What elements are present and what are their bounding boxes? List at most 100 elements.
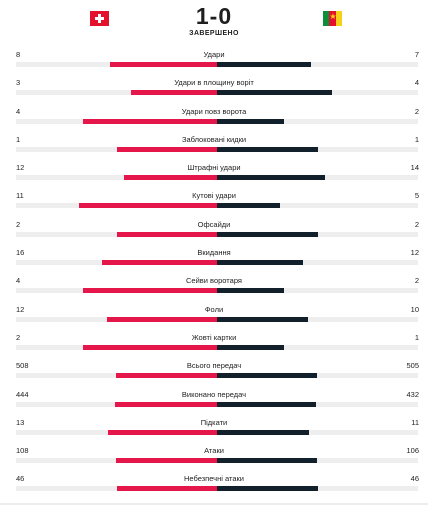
stat-home-value: 11	[16, 191, 24, 201]
stat-label: Вкидання	[197, 248, 231, 258]
away-bar-fill	[217, 486, 318, 492]
stat-away-value: 1	[414, 134, 419, 144]
stat-home-value: 12	[16, 304, 25, 314]
home-bar-track	[16, 203, 217, 209]
stat-away-value: 432	[406, 389, 419, 399]
away-bar-fill	[217, 373, 318, 379]
home-bar-fill	[116, 231, 217, 237]
stat-label: Удари	[203, 50, 225, 59]
away-bar-track	[217, 62, 418, 67]
stat-away-value: 106	[406, 446, 419, 456]
away-bar-track	[217, 118, 418, 124]
home-bar-fill	[115, 401, 217, 407]
stat-away-value: 505	[406, 361, 419, 371]
stat-home-value: 4	[16, 276, 21, 286]
stat-label: Всього передач	[186, 361, 242, 371]
home-bar-fill	[108, 429, 217, 435]
home-bar-fill	[115, 458, 217, 464]
away-bar-track	[217, 458, 418, 464]
stat-label: Заблоковані кидки	[181, 134, 247, 144]
stat-away-value: 11	[411, 417, 419, 427]
home-bar-fill	[116, 486, 217, 492]
away-bar-fill	[217, 62, 311, 67]
home-bar-track	[16, 90, 217, 96]
home-bar-fill	[130, 90, 217, 96]
stat-away-value: 10	[410, 304, 419, 314]
stat-label: Удари в площину воріт	[174, 78, 254, 88]
away-bar-track	[217, 429, 418, 435]
stat-away-value: 12	[410, 248, 419, 258]
home-bar-track	[16, 373, 217, 379]
home-bar-track	[16, 288, 217, 294]
match-status: ЗАВЕРШЕНО	[189, 30, 239, 37]
stat-home-value: 46	[16, 474, 25, 484]
home-bar-fill	[109, 62, 217, 67]
stat-label: Жовті картки	[191, 332, 237, 342]
away-bar-track	[217, 90, 418, 96]
home-bar-track	[16, 62, 217, 67]
away-bar-fill	[217, 260, 304, 266]
stats-list: 8 Удари 7 3 Удари в площину воріт 4 4 Удари пов…	[0, 47, 428, 500]
stat-home-value: 3	[16, 78, 21, 88]
away-bar-track	[217, 401, 418, 407]
stat-home-value: 1	[16, 134, 21, 144]
stat-away-value: 2	[414, 106, 419, 116]
stat-row: 2 Офсайди 2	[0, 217, 428, 245]
stat-row: 13 Підкати 11	[0, 415, 428, 443]
stat-row: 444 Виконано передач 432	[0, 387, 428, 415]
home-bar-track	[16, 231, 217, 237]
stat-row: 16 Вкидання 12	[0, 245, 428, 273]
home-bar-track	[16, 118, 217, 124]
home-bar-track	[16, 260, 217, 266]
match-score: 1-0	[195, 3, 233, 29]
away-bar-track	[217, 203, 418, 209]
away-bar-track	[217, 231, 418, 237]
stat-label: Офсайди	[197, 219, 231, 229]
stat-label: Підкати	[200, 417, 228, 427]
home-bar-fill	[116, 373, 217, 379]
home-bar-fill	[83, 118, 217, 124]
away-bar-fill	[217, 401, 317, 407]
home-bar-fill	[78, 203, 217, 209]
divider	[0, 503, 428, 505]
away-bar-fill	[217, 429, 310, 435]
away-bar-track	[217, 288, 418, 294]
stat-away-value: 14	[410, 163, 419, 173]
home-bar-track	[16, 146, 217, 152]
stat-away-value: 5	[414, 191, 419, 201]
stat-away-value: 2	[414, 219, 419, 229]
home-bar-fill	[124, 175, 217, 181]
stat-away-value: 1	[414, 332, 419, 342]
stat-away-value: 7	[414, 50, 419, 59]
stat-label: Фоли	[204, 304, 224, 314]
home-bar-fill	[116, 146, 217, 152]
away-bar-track	[217, 260, 418, 266]
home-bar-track	[16, 401, 217, 407]
home-bar-fill	[83, 288, 217, 294]
stat-row: 108 Атаки 106	[0, 443, 428, 471]
stat-row: 46 Небезпечні атаки 46	[0, 471, 428, 499]
away-bar-fill	[217, 118, 284, 124]
away-bar-fill	[217, 344, 284, 350]
away-bar-fill	[217, 458, 317, 464]
away-bar-fill	[217, 316, 309, 322]
away-bar-fill	[217, 90, 332, 96]
switzerland-flag-icon	[90, 11, 109, 26]
away-bar-fill	[217, 146, 318, 152]
stat-home-value: 4	[16, 106, 21, 116]
stat-home-value: 444	[16, 389, 29, 399]
stat-label: Атаки	[204, 446, 224, 456]
home-bar-track	[16, 458, 217, 464]
home-bar-track	[16, 486, 217, 492]
away-bar-track	[217, 373, 418, 379]
stat-row: 11 Кутові удари 5	[0, 188, 428, 216]
stat-row: 508 Всього передач 505	[0, 358, 428, 386]
stat-home-value: 13	[16, 417, 25, 427]
stat-away-value: 46	[410, 474, 419, 484]
stat-row: 8 Удари 7	[0, 47, 428, 75]
home-bar-fill	[83, 344, 217, 350]
stat-label: Виконано передач	[181, 389, 247, 399]
stat-label: Кутові удари	[192, 191, 236, 201]
stat-row: 1 Заблоковані кидки 1	[0, 132, 428, 160]
away-bar-fill	[217, 175, 326, 181]
